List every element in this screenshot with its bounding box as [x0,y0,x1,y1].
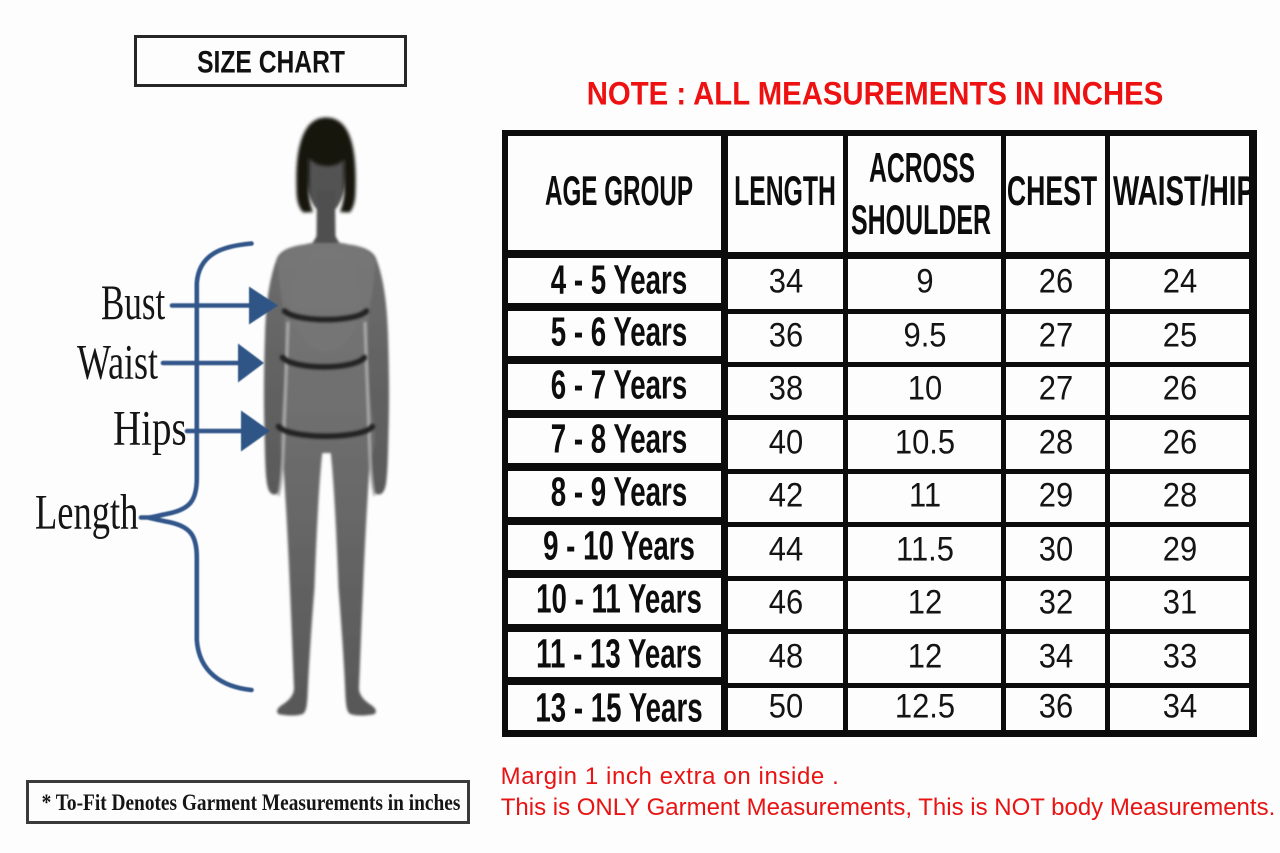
svg-text:Bust: Bust [101,276,165,330]
svg-text:Hips: Hips [113,400,187,456]
svg-text:Length: Length [35,485,138,540]
svg-text:Waist: Waist [77,335,158,390]
